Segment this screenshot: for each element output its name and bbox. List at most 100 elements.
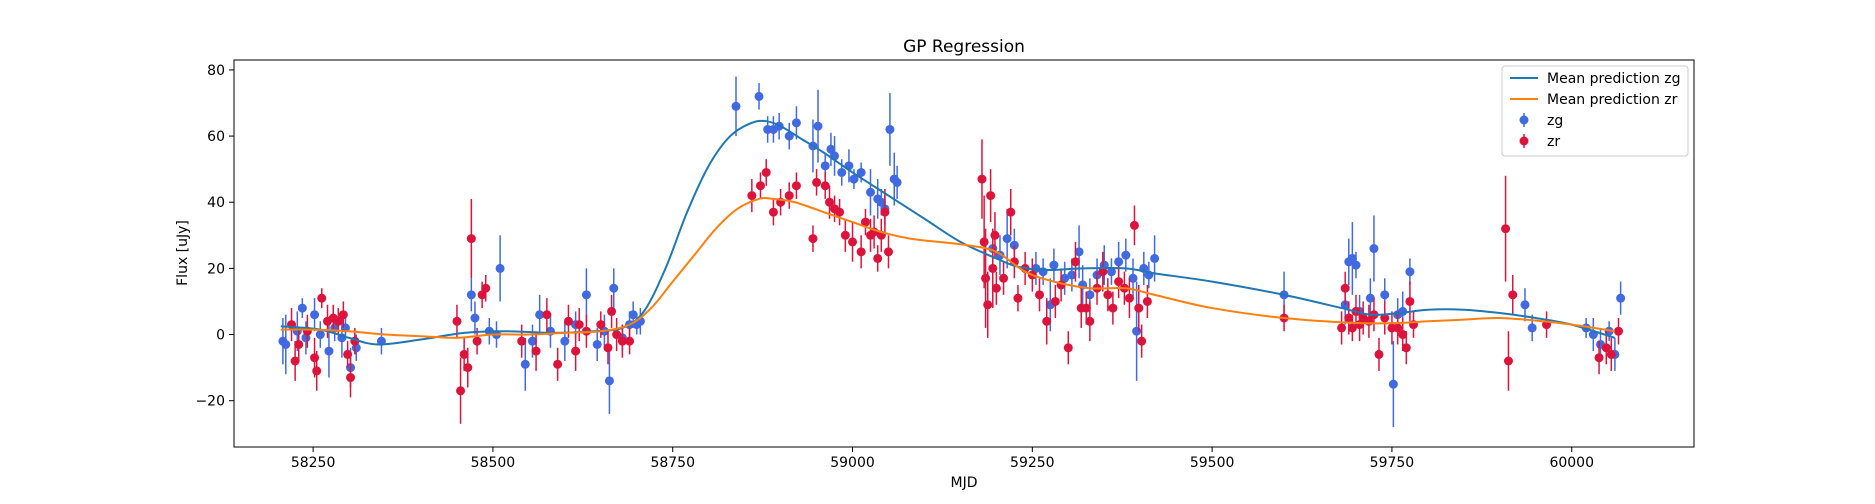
- legend-label-zg: zg: [1547, 113, 1563, 129]
- x-tick-label: 58750: [650, 455, 695, 471]
- data-point-zr: [1398, 330, 1408, 340]
- data-point-zr: [873, 253, 883, 263]
- data-point-zg: [1128, 273, 1138, 283]
- data-point-zr: [1380, 313, 1390, 323]
- data-point-zr: [607, 306, 617, 316]
- legend-swatch-zr: [1519, 134, 1529, 148]
- data-point-zg: [592, 339, 602, 349]
- data-point-zr: [517, 336, 527, 346]
- data-point-zg: [1405, 267, 1415, 277]
- data-point-zr: [761, 167, 771, 177]
- data-point-zr: [991, 283, 1001, 293]
- x-tick-label: 59500: [1190, 455, 1235, 471]
- data-point-zr: [596, 320, 606, 330]
- data-point-zr: [1050, 296, 1060, 306]
- data-point-zr: [860, 217, 870, 227]
- data-point-zg: [527, 336, 537, 346]
- observation-points: [278, 76, 1626, 428]
- data-point-zr: [294, 339, 304, 349]
- chart-title: GP Regression: [903, 37, 1025, 57]
- data-point-zr: [1606, 349, 1616, 359]
- data-point-zg: [520, 359, 530, 369]
- data-point-zg: [1388, 379, 1398, 389]
- data-point-zr: [338, 310, 348, 320]
- data-point-zg: [628, 310, 638, 320]
- data-point-zg: [826, 144, 836, 154]
- data-point-zr: [768, 207, 778, 217]
- data-point-zg: [876, 197, 886, 207]
- x-axis-label: MJD: [951, 475, 978, 491]
- data-point-zg: [535, 310, 545, 320]
- data-point-zr: [784, 191, 794, 201]
- x-tick-label: 59750: [1370, 455, 1415, 471]
- data-point-zr: [755, 181, 765, 191]
- data-point-zg: [281, 339, 291, 349]
- data-point-zr: [481, 283, 491, 293]
- legend: Mean prediction zg Mean prediction zr zg…: [1501, 65, 1689, 157]
- data-point-zr: [459, 349, 469, 359]
- data-point-zr: [310, 353, 320, 363]
- data-point-zr: [317, 293, 327, 303]
- data-point-zg: [495, 263, 505, 273]
- data-point-zr: [1013, 293, 1023, 303]
- data-point-zg: [1616, 293, 1626, 303]
- legend-label-zr-mean: Mean prediction zr: [1547, 92, 1678, 108]
- data-point-zr: [290, 356, 300, 366]
- data-point-zg: [813, 121, 823, 131]
- data-point-zr: [1344, 313, 1354, 323]
- data-point-zr: [1085, 316, 1095, 326]
- data-point-zr: [1142, 296, 1152, 306]
- data-point-zr: [542, 310, 552, 320]
- legend-label-zr: zr: [1547, 134, 1560, 150]
- data-point-zg: [1038, 267, 1048, 277]
- data-point-zr: [612, 330, 622, 340]
- data-point-zr: [1063, 343, 1073, 353]
- data-point-zg: [1347, 253, 1357, 263]
- data-point-zr: [840, 230, 850, 240]
- data-point-zr: [1613, 326, 1623, 336]
- data-point-zr: [812, 177, 822, 187]
- data-point-zr: [1137, 336, 1147, 346]
- data-point-zg: [1002, 234, 1012, 244]
- x-tick-label: 58250: [291, 455, 336, 471]
- y-tick-label: 20: [207, 261, 225, 277]
- data-point-zr: [463, 363, 473, 373]
- data-point-zg: [1060, 273, 1070, 283]
- data-point-zr: [825, 197, 835, 207]
- data-point-zg: [324, 346, 334, 356]
- data-point-zg: [1132, 326, 1142, 336]
- data-point-zr: [343, 349, 353, 359]
- data-point-zr: [563, 316, 573, 326]
- plot-frame: [233, 59, 1695, 448]
- data-point-zr: [820, 181, 830, 191]
- series-zg: [278, 76, 1626, 428]
- data-point-zg: [849, 174, 859, 184]
- data-point-zg: [1074, 247, 1084, 257]
- data-point-zg: [866, 187, 876, 197]
- data-point-zr: [531, 346, 541, 356]
- data-point-zg: [892, 177, 902, 187]
- data-point-zg: [1114, 257, 1124, 267]
- data-point-zg: [784, 131, 794, 141]
- data-point-zr: [988, 263, 998, 273]
- data-point-zr: [333, 316, 343, 326]
- data-point-zr: [1401, 343, 1411, 353]
- data-point-zr: [990, 230, 1000, 240]
- data-point-zg: [1351, 260, 1361, 270]
- data-point-zg: [1369, 244, 1379, 254]
- data-point-zg: [466, 290, 476, 300]
- series-zr: [287, 139, 1623, 424]
- data-point-zr: [1070, 257, 1080, 267]
- data-point-zr: [1124, 293, 1134, 303]
- data-point-zg: [754, 91, 764, 101]
- data-point-zr: [1006, 207, 1016, 217]
- data-point-zr: [1134, 303, 1144, 313]
- data-point-zg: [297, 303, 307, 313]
- data-point-zg: [1365, 293, 1375, 303]
- data-point-zr: [848, 237, 858, 247]
- data-point-zr: [747, 191, 757, 201]
- data-point-zr: [312, 366, 322, 376]
- data-point-zg: [885, 124, 895, 134]
- y-tick-label: 0: [216, 328, 225, 344]
